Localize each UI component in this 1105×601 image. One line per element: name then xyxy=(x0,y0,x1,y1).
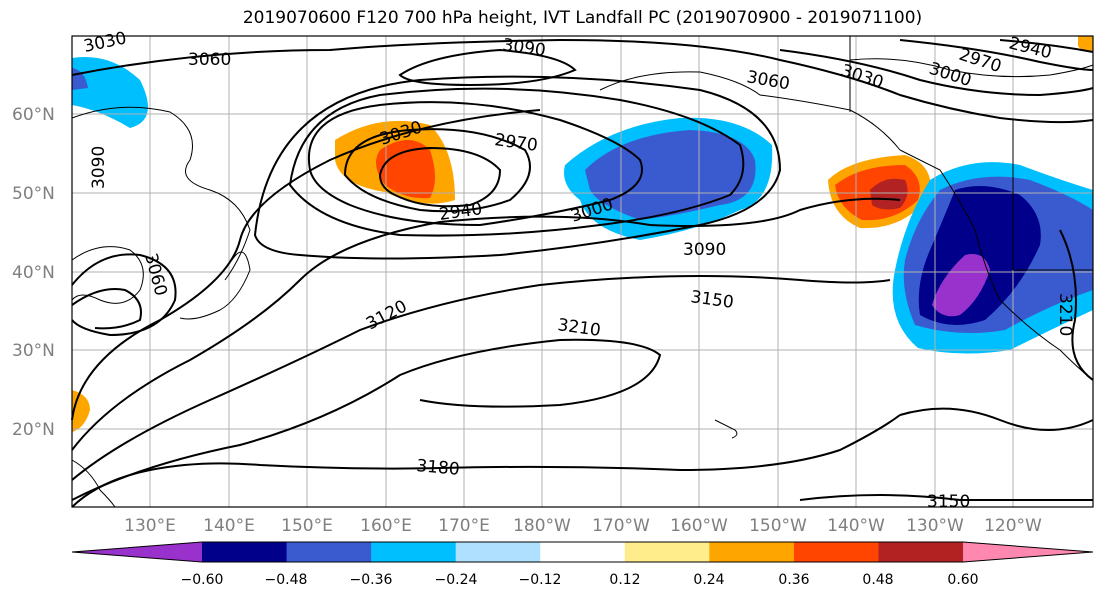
colorbar-tick-label: −0.60 xyxy=(181,572,224,588)
lat-label: 20°N xyxy=(12,420,55,440)
coastlines xyxy=(71,36,1094,508)
lat-label: 60°N xyxy=(12,105,55,125)
colorbar-bin xyxy=(624,542,710,562)
colorbar-tick-label: −0.24 xyxy=(435,572,478,588)
ivt-positive-peak xyxy=(870,178,908,210)
contour-label: 3090 xyxy=(89,146,109,189)
ivt-negative-region xyxy=(72,56,148,128)
ivt-positive-region xyxy=(72,390,90,432)
lon-label: 170°E xyxy=(438,516,490,536)
colorbar-tick-label: 0.60 xyxy=(947,572,978,588)
lon-label: 160°E xyxy=(360,516,412,536)
lat-label: 30°N xyxy=(12,341,55,361)
longitude-labels: 130°E 140°E 150°E 160°E 170°E 180°W 170°… xyxy=(124,516,1042,536)
lon-label: 130°E xyxy=(124,516,176,536)
contour-label: 3030 xyxy=(838,61,885,93)
contour-label: 3120 xyxy=(363,296,411,334)
contour-label: 3210 xyxy=(556,315,602,341)
contour-label: 3150 xyxy=(689,287,735,313)
colorbar-bin xyxy=(793,542,879,562)
latitude-labels: 60°N 50°N 40°N 30°N 20°N xyxy=(12,105,55,440)
height-contours xyxy=(71,39,1094,508)
ivt-positive-region xyxy=(1078,36,1093,52)
contour-label: 2940 xyxy=(438,199,484,225)
lon-label: 160°W xyxy=(670,516,728,536)
ivt-positive-core xyxy=(376,140,435,199)
colorbar-bin xyxy=(878,542,964,562)
ivt-negative-core xyxy=(585,130,756,220)
lat-label: 40°N xyxy=(12,263,55,283)
contour-label: 3090 xyxy=(501,35,547,61)
ivt-negative-extreme xyxy=(932,254,990,317)
colorbar-bin xyxy=(455,542,541,562)
contour-label: 3030 xyxy=(82,28,128,57)
colorbar-extend-low xyxy=(72,542,202,562)
colorbar-tick-label: −0.36 xyxy=(350,572,393,588)
colorbar-tick-label: 0.12 xyxy=(609,572,640,588)
contour-label: 3150 xyxy=(927,492,970,512)
contour-label: 3210 xyxy=(1055,293,1075,336)
colorbar-tick-label: −0.12 xyxy=(519,572,562,588)
colorbar-outline xyxy=(71,541,1094,563)
colorbar-tick-label: −0.48 xyxy=(265,572,308,588)
map-title: 2019070600 F120 700 hPa height, IVT Land… xyxy=(242,8,923,28)
lon-label: 170°W xyxy=(592,516,650,536)
colorbar-extend-high xyxy=(963,542,1093,562)
gridlines xyxy=(72,36,1093,507)
contour-label: 3180 xyxy=(416,456,461,480)
contour-label: 3060 xyxy=(745,67,791,94)
lat-label: 50°N xyxy=(12,184,55,204)
colorbar-bin xyxy=(371,542,457,562)
lon-label: 120°W xyxy=(984,516,1042,536)
colorbar-tick-label: 0.24 xyxy=(693,572,724,588)
contour-label: 3060 xyxy=(140,251,171,298)
lon-label: 150°W xyxy=(749,516,807,536)
colorbar-bin xyxy=(540,542,626,562)
colorbar xyxy=(71,541,1094,563)
map-frame xyxy=(71,35,1094,508)
colorbar-ticks: −0.60 −0.48 −0.36 −0.24 −0.12 0.12 0.24 … xyxy=(181,572,979,588)
lon-label: 140°W xyxy=(827,516,885,536)
lon-label: 180°W xyxy=(513,516,571,536)
contour-label: 3060 xyxy=(188,50,231,70)
colorbar-bin xyxy=(286,542,372,562)
colorbar-tick-label: 0.48 xyxy=(862,572,893,588)
lon-label: 150°E xyxy=(281,516,333,536)
contour-label: 3090 xyxy=(683,240,726,260)
colorbar-bin xyxy=(202,542,288,562)
colorbar-tick-label: 0.36 xyxy=(778,572,809,588)
lon-label: 130°W xyxy=(906,516,964,536)
colorbar-bin xyxy=(709,542,795,562)
lon-label: 140°E xyxy=(203,516,255,536)
